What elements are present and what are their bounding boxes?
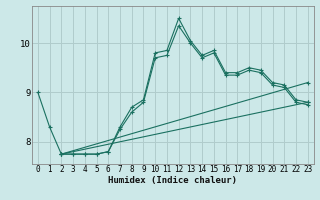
X-axis label: Humidex (Indice chaleur): Humidex (Indice chaleur) bbox=[108, 176, 237, 185]
